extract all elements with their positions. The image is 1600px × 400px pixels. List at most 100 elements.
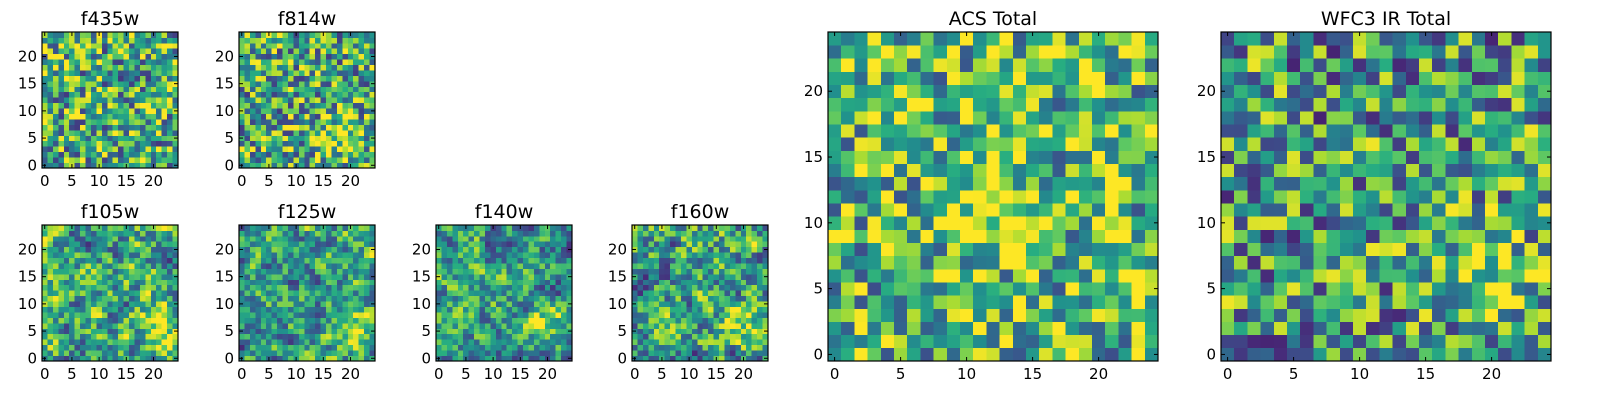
heatmap-cell <box>244 86 251 93</box>
heatmap-cell <box>129 279 135 286</box>
heatmap-cell <box>347 97 354 104</box>
heatmap-cell <box>484 241 491 248</box>
heatmap-cell <box>468 312 475 318</box>
heatmap-cell <box>112 70 119 76</box>
heatmap-cell <box>63 32 70 38</box>
heatmap-cell <box>167 246 173 253</box>
heatmap-cell <box>134 151 141 158</box>
heatmap-cell <box>1432 229 1446 243</box>
heatmap-cell <box>946 32 961 46</box>
heatmap-cell <box>282 91 289 98</box>
heatmap-cell <box>145 129 152 136</box>
heatmap-cell <box>42 146 48 153</box>
heatmap-cell <box>309 235 316 242</box>
heatmap-cell <box>1012 295 1027 309</box>
heatmap-cell <box>80 91 86 98</box>
heatmap-cell <box>167 80 173 87</box>
heatmap-cell <box>63 257 70 264</box>
heatmap-cell <box>735 284 742 291</box>
heatmap-cell <box>304 279 311 286</box>
heatmap-cell <box>664 290 671 297</box>
heatmap-cell <box>52 333 59 340</box>
heatmap-cell <box>550 344 557 351</box>
heatmap-cell <box>1118 32 1132 46</box>
heatmap-cell <box>298 263 305 269</box>
heatmap-cell <box>347 64 354 71</box>
heatmap-cell <box>1445 176 1459 191</box>
heatmap-cell <box>751 295 758 302</box>
heatmap-cell <box>260 235 267 242</box>
heatmap-cell <box>719 306 725 313</box>
heatmap-cell <box>287 268 294 275</box>
panel-title: f814w <box>278 8 337 30</box>
heatmap-cell <box>150 306 157 313</box>
heatmap-cell <box>463 322 470 329</box>
heatmap-cell <box>1326 334 1341 349</box>
heatmap-cell <box>150 91 157 98</box>
heatmap-cell <box>446 312 453 318</box>
heatmap-cell <box>933 58 948 72</box>
x-tick-label: 0 <box>630 365 640 383</box>
heatmap-cell <box>123 75 130 82</box>
heatmap-cell <box>1366 255 1380 270</box>
heatmap-cell <box>697 350 704 356</box>
heatmap-cell <box>474 290 480 297</box>
heatmap-cell <box>729 225 736 231</box>
heatmap-cell <box>691 317 698 324</box>
heatmap-cell <box>69 241 76 248</box>
heatmap-cell <box>112 124 119 131</box>
heatmap-cell <box>277 80 283 87</box>
heatmap-cell <box>145 344 152 351</box>
heatmap-cell <box>1485 255 1499 270</box>
heatmap-cell <box>266 295 273 302</box>
heatmap-cell <box>528 279 535 286</box>
heatmap-cell <box>436 339 442 346</box>
heatmap-cell <box>249 241 256 248</box>
heatmap-cell <box>347 322 354 329</box>
heatmap-cell <box>686 306 693 313</box>
heatmap-cell <box>1537 242 1552 257</box>
heatmap-cell <box>740 350 747 356</box>
heatmap-cell <box>1026 295 1040 309</box>
heatmap-cell <box>287 344 294 351</box>
heatmap-cell <box>52 32 59 38</box>
heatmap-cell <box>331 290 338 297</box>
heatmap-cell <box>1445 242 1459 257</box>
heatmap-cell <box>702 252 709 259</box>
heatmap-cell <box>118 102 124 109</box>
heatmap-cell <box>664 284 671 291</box>
heatmap-cell <box>555 230 562 237</box>
heatmap-cell <box>533 235 540 242</box>
heatmap-cell <box>277 75 283 82</box>
heatmap-cell <box>495 252 502 259</box>
heatmap-cell <box>364 290 370 297</box>
heatmap-cell <box>539 257 546 264</box>
heatmap-cell <box>1065 71 1080 86</box>
heatmap-cell <box>686 350 693 356</box>
heatmap-cell <box>139 295 146 302</box>
heatmap-cell <box>1339 189 1354 204</box>
heatmap-cell <box>680 241 687 248</box>
heatmap-cell <box>336 124 343 131</box>
heatmap-cells <box>42 225 179 362</box>
heatmap-cell <box>336 64 343 71</box>
heatmap-cell <box>894 71 908 86</box>
heatmap-cell <box>74 37 81 44</box>
heatmap-cell <box>255 119 262 125</box>
heatmap-cell <box>1300 176 1314 191</box>
heatmap-cell <box>358 80 365 87</box>
heatmap-cell <box>757 235 763 242</box>
heatmap-cell <box>342 306 349 313</box>
heatmap-cell <box>1485 242 1499 257</box>
heatmap-cell <box>331 241 338 248</box>
heatmap-cell <box>293 113 300 120</box>
heatmap-cell <box>112 37 119 44</box>
heatmap-cell <box>506 284 513 291</box>
heatmap-cell <box>708 252 714 259</box>
heatmap-cell <box>933 45 948 59</box>
heatmap-cell <box>139 119 146 125</box>
heatmap-cell <box>304 290 311 297</box>
heatmap-cell <box>680 301 687 307</box>
heatmap-cell <box>740 230 747 237</box>
heatmap-cell <box>282 350 289 356</box>
